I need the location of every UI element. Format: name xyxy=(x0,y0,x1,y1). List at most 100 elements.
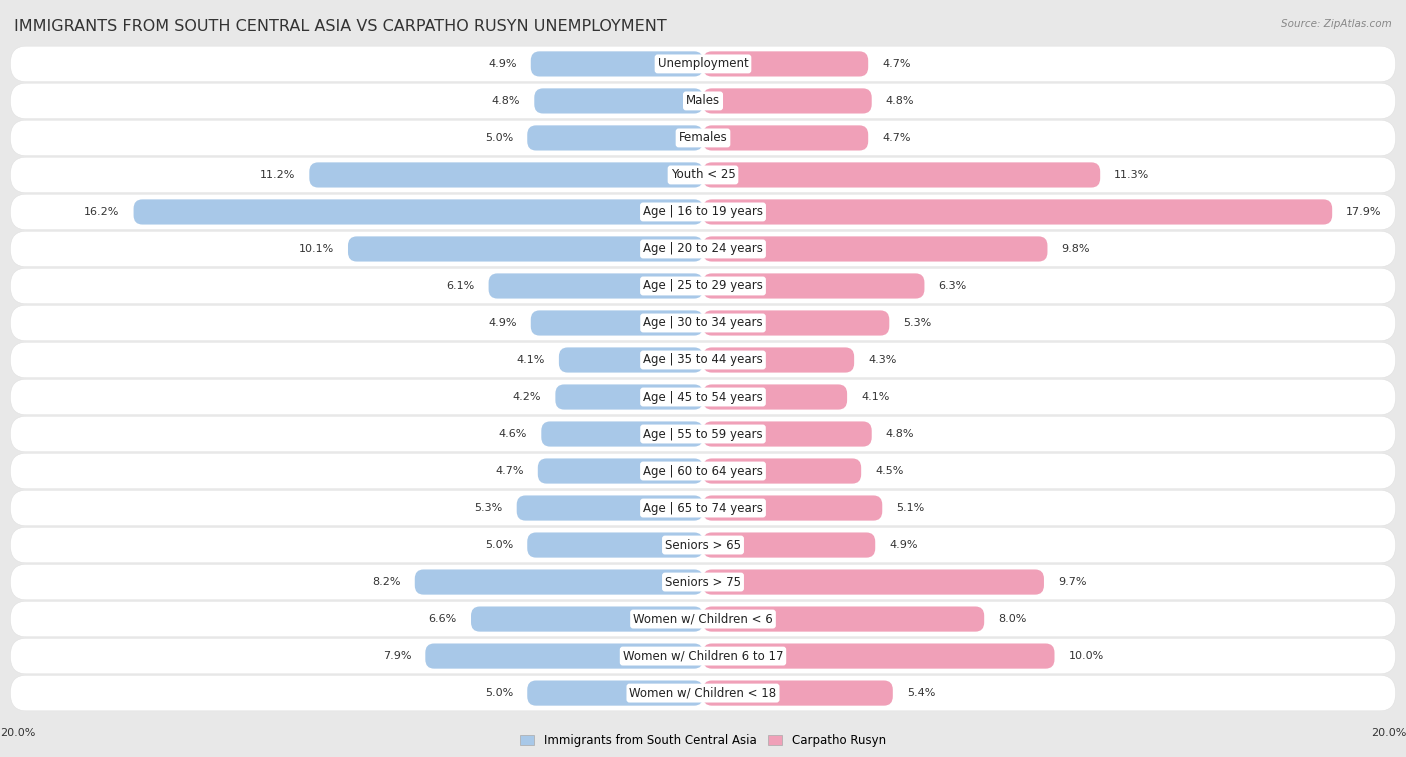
FancyBboxPatch shape xyxy=(703,51,869,76)
FancyBboxPatch shape xyxy=(703,310,889,335)
FancyBboxPatch shape xyxy=(703,643,1054,668)
Text: 5.3%: 5.3% xyxy=(904,318,932,328)
FancyBboxPatch shape xyxy=(703,459,860,484)
Text: 17.9%: 17.9% xyxy=(1347,207,1382,217)
FancyBboxPatch shape xyxy=(11,601,1395,637)
FancyBboxPatch shape xyxy=(703,273,925,298)
Text: 11.3%: 11.3% xyxy=(1115,170,1150,180)
Text: 5.0%: 5.0% xyxy=(485,540,513,550)
Text: 4.7%: 4.7% xyxy=(883,133,911,143)
Text: Youth < 25: Youth < 25 xyxy=(671,169,735,182)
FancyBboxPatch shape xyxy=(703,162,1099,188)
FancyBboxPatch shape xyxy=(555,385,703,410)
FancyBboxPatch shape xyxy=(527,532,703,558)
Text: 6.3%: 6.3% xyxy=(939,281,967,291)
Text: 5.0%: 5.0% xyxy=(485,133,513,143)
Text: 20.0%: 20.0% xyxy=(1371,728,1406,738)
Text: Age | 25 to 29 years: Age | 25 to 29 years xyxy=(643,279,763,292)
Text: 4.8%: 4.8% xyxy=(886,429,914,439)
FancyBboxPatch shape xyxy=(534,89,703,114)
FancyBboxPatch shape xyxy=(703,89,872,114)
Text: 4.1%: 4.1% xyxy=(516,355,546,365)
Text: 4.7%: 4.7% xyxy=(883,59,911,69)
FancyBboxPatch shape xyxy=(703,681,893,706)
FancyBboxPatch shape xyxy=(703,236,1047,262)
FancyBboxPatch shape xyxy=(11,416,1395,452)
Text: Women w/ Children < 6: Women w/ Children < 6 xyxy=(633,612,773,625)
Text: 10.1%: 10.1% xyxy=(298,244,335,254)
Text: Women w/ Children 6 to 17: Women w/ Children 6 to 17 xyxy=(623,650,783,662)
Text: 4.8%: 4.8% xyxy=(492,96,520,106)
Text: Age | 35 to 44 years: Age | 35 to 44 years xyxy=(643,354,763,366)
FancyBboxPatch shape xyxy=(537,459,703,484)
Text: Unemployment: Unemployment xyxy=(658,58,748,70)
FancyBboxPatch shape xyxy=(703,606,984,631)
Text: 8.2%: 8.2% xyxy=(373,577,401,587)
FancyBboxPatch shape xyxy=(11,675,1395,711)
Text: 10.0%: 10.0% xyxy=(1069,651,1104,661)
FancyBboxPatch shape xyxy=(11,83,1395,119)
FancyBboxPatch shape xyxy=(703,569,1043,595)
Text: 4.7%: 4.7% xyxy=(495,466,524,476)
FancyBboxPatch shape xyxy=(11,195,1395,229)
FancyBboxPatch shape xyxy=(11,638,1395,674)
FancyBboxPatch shape xyxy=(703,495,883,521)
Text: 5.1%: 5.1% xyxy=(897,503,925,513)
Text: Age | 65 to 74 years: Age | 65 to 74 years xyxy=(643,502,763,515)
FancyBboxPatch shape xyxy=(703,347,855,372)
FancyBboxPatch shape xyxy=(11,342,1395,378)
FancyBboxPatch shape xyxy=(11,46,1395,82)
FancyBboxPatch shape xyxy=(531,310,703,335)
FancyBboxPatch shape xyxy=(11,305,1395,341)
FancyBboxPatch shape xyxy=(11,564,1395,600)
Text: 7.9%: 7.9% xyxy=(382,651,412,661)
FancyBboxPatch shape xyxy=(703,199,1333,225)
Text: 5.0%: 5.0% xyxy=(485,688,513,698)
Text: Age | 16 to 19 years: Age | 16 to 19 years xyxy=(643,205,763,219)
FancyBboxPatch shape xyxy=(11,453,1395,489)
Text: 4.2%: 4.2% xyxy=(513,392,541,402)
Text: IMMIGRANTS FROM SOUTH CENTRAL ASIA VS CARPATHO RUSYN UNEMPLOYMENT: IMMIGRANTS FROM SOUTH CENTRAL ASIA VS CA… xyxy=(14,19,666,34)
FancyBboxPatch shape xyxy=(415,569,703,595)
FancyBboxPatch shape xyxy=(11,528,1395,562)
FancyBboxPatch shape xyxy=(11,231,1395,266)
Text: 4.9%: 4.9% xyxy=(488,318,517,328)
FancyBboxPatch shape xyxy=(11,157,1395,193)
FancyBboxPatch shape xyxy=(11,120,1395,156)
FancyBboxPatch shape xyxy=(517,495,703,521)
Text: 5.4%: 5.4% xyxy=(907,688,935,698)
Text: 9.7%: 9.7% xyxy=(1057,577,1087,587)
Text: Women w/ Children < 18: Women w/ Children < 18 xyxy=(630,687,776,699)
Text: Age | 45 to 54 years: Age | 45 to 54 years xyxy=(643,391,763,403)
FancyBboxPatch shape xyxy=(489,273,703,298)
Text: 16.2%: 16.2% xyxy=(84,207,120,217)
Text: Age | 60 to 64 years: Age | 60 to 64 years xyxy=(643,465,763,478)
Text: 8.0%: 8.0% xyxy=(998,614,1026,624)
Text: 4.1%: 4.1% xyxy=(860,392,890,402)
FancyBboxPatch shape xyxy=(703,422,872,447)
Text: Seniors > 75: Seniors > 75 xyxy=(665,575,741,588)
Text: 4.9%: 4.9% xyxy=(488,59,517,69)
FancyBboxPatch shape xyxy=(309,162,703,188)
FancyBboxPatch shape xyxy=(471,606,703,631)
Text: Source: ZipAtlas.com: Source: ZipAtlas.com xyxy=(1281,19,1392,29)
Text: 9.8%: 9.8% xyxy=(1062,244,1090,254)
Text: 6.1%: 6.1% xyxy=(446,281,475,291)
Text: Females: Females xyxy=(679,132,727,145)
Text: Age | 20 to 24 years: Age | 20 to 24 years xyxy=(643,242,763,255)
FancyBboxPatch shape xyxy=(541,422,703,447)
FancyBboxPatch shape xyxy=(425,643,703,668)
FancyBboxPatch shape xyxy=(349,236,703,262)
FancyBboxPatch shape xyxy=(527,681,703,706)
FancyBboxPatch shape xyxy=(11,268,1395,304)
Text: 6.6%: 6.6% xyxy=(429,614,457,624)
Text: Age | 30 to 34 years: Age | 30 to 34 years xyxy=(643,316,763,329)
Text: 11.2%: 11.2% xyxy=(260,170,295,180)
Text: 5.3%: 5.3% xyxy=(474,503,503,513)
Text: 4.3%: 4.3% xyxy=(869,355,897,365)
Text: Males: Males xyxy=(686,95,720,107)
Text: Age | 55 to 59 years: Age | 55 to 59 years xyxy=(643,428,763,441)
FancyBboxPatch shape xyxy=(134,199,703,225)
FancyBboxPatch shape xyxy=(703,532,875,558)
FancyBboxPatch shape xyxy=(527,126,703,151)
